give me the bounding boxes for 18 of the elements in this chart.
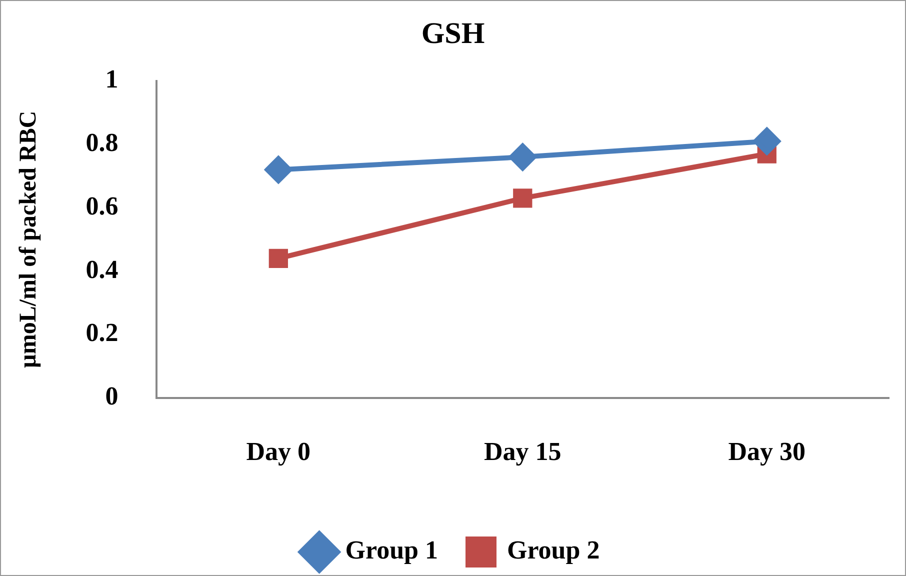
point: [268, 248, 288, 268]
x-tick-label: Day 15: [484, 437, 562, 466]
chart-title: GSH: [421, 16, 485, 50]
y-tick-label: 0.4: [86, 254, 118, 284]
point: [264, 156, 292, 184]
point: [753, 128, 780, 155]
y-tick-label: 0.8: [86, 128, 118, 158]
legend-label: Group 1: [345, 536, 438, 565]
y-tick-label: 0.2: [86, 318, 118, 348]
point: [509, 144, 536, 171]
y-tick-label: 0.6: [86, 191, 118, 220]
legend-label: Group 2: [507, 536, 600, 565]
y-tick-label: 0: [105, 382, 118, 411]
y-tick-label: 1: [105, 64, 118, 94]
y-axis-title: µmoL/ml of packed RBC: [16, 110, 42, 368]
x-tick-label: Day 30: [728, 437, 806, 466]
x-tick-label: Day 0: [246, 437, 311, 466]
point: [513, 188, 532, 208]
